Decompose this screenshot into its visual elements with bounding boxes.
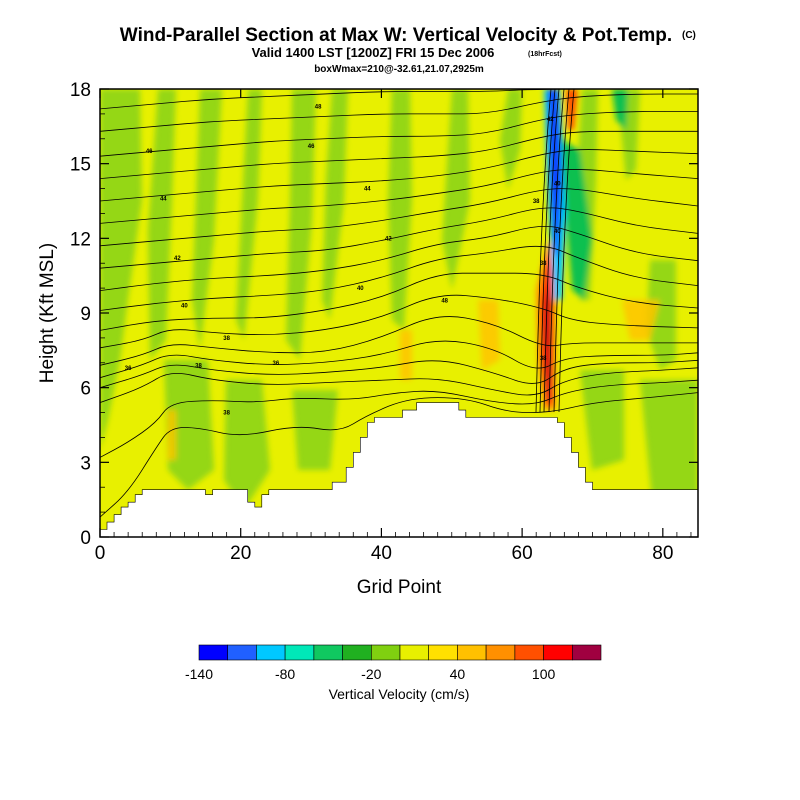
box-info: boxWmax=210@-32.61,21.07,2925m [314, 64, 484, 75]
y-tick-label: 12 [70, 229, 91, 250]
x-axis: 0 20 40 60 80 [95, 89, 692, 564]
isotherm [100, 379, 698, 458]
isotherm [543, 89, 560, 413]
x-tick-label: 80 [652, 543, 673, 564]
contour-label: 38 [223, 336, 230, 342]
terrain [100, 402, 698, 537]
isotherm [100, 149, 698, 202]
isotherm [100, 294, 698, 349]
isotherm [539, 89, 556, 413]
colorbar: -140 -80 -20 40 100 [185, 644, 602, 682]
y-axis-label: Height (Kft MSL) [37, 243, 58, 383]
isotherm [100, 89, 698, 110]
contour-label: 38 [540, 261, 547, 267]
contour-label: 38 [533, 199, 540, 205]
colorbar-swatch [256, 644, 286, 661]
isotherm [535, 89, 552, 413]
x-tick-label: 40 [371, 543, 392, 564]
contour-label: 46 [146, 149, 153, 155]
colorbar-swatch [571, 644, 602, 661]
colorbar-tick-label: 100 [532, 666, 556, 682]
contour-label: 38 [223, 411, 230, 417]
y-tick-label: 3 [80, 453, 91, 474]
isotherm [558, 89, 575, 413]
contour-label: 40 [554, 182, 561, 188]
plot-area: 36 38 36 38 38 40 40 42 42 44 44 46 46 48 48 38 38 38 40 40… [100, 89, 698, 537]
colorbar-swatch [514, 644, 544, 661]
colorbar-swatch [428, 644, 458, 661]
isotherm [100, 226, 698, 291]
isotherm [100, 359, 698, 389]
contour-label: 36 [125, 366, 132, 372]
isotherm [100, 245, 698, 311]
colorbar-swatch [370, 644, 401, 661]
isotherm [100, 111, 698, 157]
contour-label: 42 [385, 236, 392, 242]
isotherm [100, 367, 698, 403]
title-mark: (C) [682, 30, 696, 41]
contour-label: 46 [308, 144, 315, 150]
isotherm [100, 188, 698, 247]
colorbar-tick-label: -140 [185, 666, 213, 682]
colorbar-label: Vertical Velocity (cm/s) [329, 686, 470, 702]
contour-label: 38 [195, 363, 202, 369]
contour-label: 36 [273, 361, 280, 367]
colorbar-tick-label: -80 [275, 666, 295, 682]
colorbar-swatch [313, 644, 343, 661]
colorbar-swatch [284, 644, 315, 661]
colorbar-swatch [227, 644, 257, 661]
contour-label: 48 [315, 104, 322, 110]
contour-labels: 36 38 36 38 38 40 40 42 42 44 44 46 46 48 48 38 38 38 40 40… [125, 104, 562, 416]
forecast-tag: (18hrFcst) [528, 51, 562, 58]
colorbar-swatch [543, 644, 573, 661]
isotherms [100, 89, 698, 518]
contour-label: 38 [540, 356, 547, 362]
isotherm [100, 207, 698, 269]
colorbar-tick-label: -20 [361, 666, 381, 682]
isotherm [548, 89, 565, 413]
x-tick-label: 20 [230, 543, 251, 564]
x-axis-label: Grid Point [357, 577, 442, 598]
y-tick-label: 15 [70, 155, 91, 176]
contour-label: 42 [174, 256, 181, 262]
isotherm [553, 89, 570, 413]
colorbar-tick-label: 40 [450, 666, 466, 682]
contour-label: 40 [554, 229, 561, 235]
isotherm [100, 316, 698, 366]
contour-label: 40 [181, 304, 188, 310]
isotherm [100, 340, 698, 379]
isotherm [100, 130, 698, 179]
contour-label: 44 [160, 197, 167, 203]
colorbar-swatch [399, 644, 430, 661]
contour-label: 40 [357, 286, 364, 292]
contour-label: 44 [364, 187, 371, 193]
y-tick-label: 0 [80, 528, 91, 549]
y-tick-label: 9 [80, 304, 91, 325]
isotherm [100, 392, 698, 518]
y-tick-label: 18 [70, 80, 91, 101]
velocity-field [100, 89, 698, 510]
x-tick-label: 60 [512, 543, 533, 564]
colorbar-swatch [457, 644, 487, 661]
colorbar-swatch [342, 644, 372, 661]
y-tick-label: 6 [80, 379, 91, 400]
colorbar-swatch [198, 644, 229, 661]
valid-time: Valid 1400 LST [1200Z] FRI 15 Dec 2006 [252, 45, 495, 60]
isotherm [100, 272, 698, 331]
contour-label: 42 [547, 117, 554, 123]
chart-title: Wind-Parallel Section at Max W: Vertical… [120, 25, 672, 46]
x-tick-label: 0 [95, 543, 106, 564]
colorbar-swatch [485, 644, 516, 661]
contour-label: 48 [441, 299, 448, 305]
